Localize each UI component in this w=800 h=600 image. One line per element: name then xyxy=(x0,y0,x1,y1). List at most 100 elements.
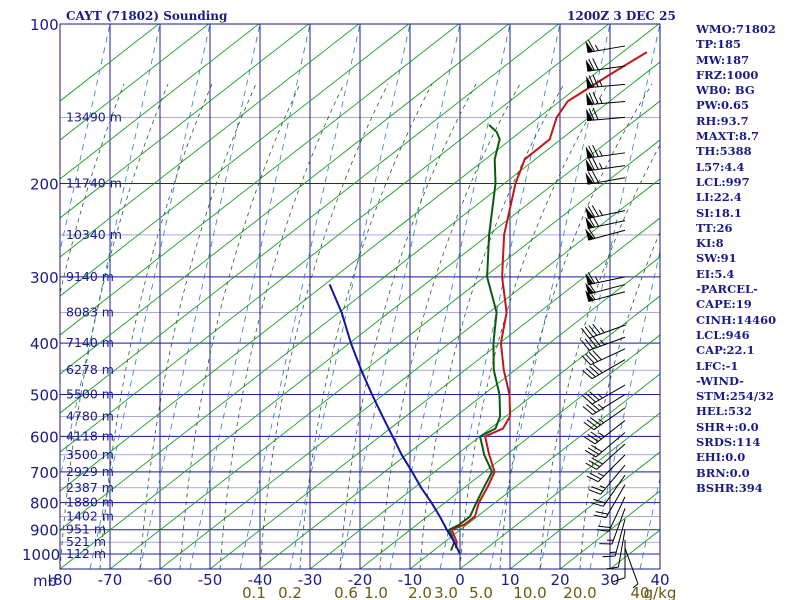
index-item: BRN:0.0 xyxy=(696,465,750,480)
index-item: PW:0.65 xyxy=(696,98,750,113)
index-item: LFC:-1 xyxy=(696,358,739,373)
mixing-ratio-line xyxy=(189,24,311,569)
chart-title: CAYT (71802) Sounding xyxy=(66,9,228,23)
index-item: TH:5388 xyxy=(696,144,752,159)
wind-barb xyxy=(624,548,639,589)
dry-adiabat xyxy=(60,24,210,141)
dry-adiabat xyxy=(409,373,660,569)
temperature-tick-label: -20 xyxy=(348,571,373,589)
dry-adiabat xyxy=(60,61,660,531)
wind-barb xyxy=(605,529,626,570)
wind-barb xyxy=(599,508,626,545)
temperature-tick-label: -60 xyxy=(148,571,173,589)
temperature-profile xyxy=(450,51,648,549)
pressure-tick-label: 300 xyxy=(30,269,59,287)
sounding-profiles xyxy=(328,51,648,555)
moist-adiabat xyxy=(379,83,521,569)
height-label: 5500 m xyxy=(66,386,114,401)
wind-barb xyxy=(586,454,626,483)
index-item: CAP:22.1 xyxy=(696,343,755,358)
pressure-unit-label: mb xyxy=(33,572,57,590)
pressure-tick-label: 100 xyxy=(30,16,59,34)
moist-adiabat xyxy=(219,83,345,569)
mixing-ratio-label: 5.0 xyxy=(469,584,493,600)
mixing-ratio-line xyxy=(139,24,261,569)
mixing-ratio-line xyxy=(89,24,211,569)
height-label: 4780 m xyxy=(66,408,114,423)
mixing-ratio-label: 2.0 xyxy=(408,584,432,600)
wind-barb xyxy=(593,484,626,519)
dry-adiabat xyxy=(60,100,660,569)
index-item: L57:4.4 xyxy=(696,159,745,174)
adiabat-lines xyxy=(0,24,660,569)
temperature-tick-label: 20 xyxy=(550,571,569,589)
chart-timestamp: 1200Z 3 DEC 25 xyxy=(567,9,676,23)
index-item: EI:5.4 xyxy=(696,266,735,281)
wind-barb xyxy=(602,519,626,558)
height-label: 1880 m xyxy=(66,495,114,510)
height-label: 521 m xyxy=(66,534,106,549)
wind-barb xyxy=(596,496,626,532)
dry-adiabat xyxy=(60,24,560,414)
temperature-tick-label: -30 xyxy=(298,571,323,589)
mixing-ratio-line xyxy=(0,24,10,569)
index-item: -PARCEL- xyxy=(696,282,758,297)
pressure-tick-label: 800 xyxy=(30,495,59,513)
mixing-ratio-line xyxy=(589,249,660,569)
temperature-tick-label: 0 xyxy=(455,571,465,589)
wind-barb xyxy=(584,420,626,445)
mixing-ratio-label: 40 xyxy=(630,584,649,600)
wind-barb xyxy=(582,359,626,380)
moist-adiabat xyxy=(179,83,301,569)
plot-border xyxy=(59,23,661,570)
index-item: MW:187 xyxy=(696,52,750,67)
mixing-ratio-label: 1.0 xyxy=(364,584,388,600)
moist-adiabat xyxy=(419,83,565,569)
wind-barb xyxy=(585,171,626,185)
moist-adiabat xyxy=(339,83,477,569)
height-label: 11740 m xyxy=(66,176,122,191)
dry-adiabat xyxy=(60,24,310,219)
height-label: 3500 m xyxy=(66,447,114,462)
moist-adiabat xyxy=(99,83,213,569)
wind-barb xyxy=(590,474,626,507)
temperature-tick-label: -40 xyxy=(248,571,273,589)
index-item: TT:26 xyxy=(696,220,733,235)
mixing-ratio-line xyxy=(339,24,461,569)
wind-barb xyxy=(585,272,626,286)
mixing-ratio-line xyxy=(439,24,561,569)
wind-barb xyxy=(582,394,626,416)
pressure-tick-label: 200 xyxy=(30,176,59,194)
plot-frame xyxy=(59,23,661,570)
pressure-tick-label: 600 xyxy=(30,428,59,446)
index-item: CINH:14460 xyxy=(696,312,777,327)
moist-adiabat xyxy=(499,83,653,569)
wind-barb xyxy=(585,145,626,159)
height-label: 112 m xyxy=(66,546,106,561)
height-label: 2929 m xyxy=(66,464,114,479)
index-item: SRDS:114 xyxy=(696,435,761,450)
dry-adiabat xyxy=(509,451,660,569)
wind-barb xyxy=(585,215,626,230)
pressure-tick-label: 1000 xyxy=(22,546,60,564)
mixing-ratio-unit-label: g/kg xyxy=(644,584,677,600)
mixing-ratio-line xyxy=(60,24,161,481)
moist-adiabat xyxy=(259,83,389,569)
wind-barb xyxy=(584,432,626,458)
pressure-tick-label: 700 xyxy=(30,464,59,482)
index-item: SI:18.1 xyxy=(696,205,742,220)
mixing-ratio-label: 0.6 xyxy=(334,584,358,600)
index-item: STM:254/32 xyxy=(696,389,775,404)
index-item: WMO:71802 xyxy=(696,22,776,36)
mixing-ratio-line xyxy=(289,24,411,569)
moist-adiabat xyxy=(539,144,660,569)
temperature-tick-label: -50 xyxy=(198,571,223,589)
index-item: LCL:997 xyxy=(696,174,750,189)
dry-adiabat xyxy=(459,412,660,569)
temperature-tick-label: -80 xyxy=(48,571,73,589)
pressure-tick-label: 900 xyxy=(30,522,59,540)
height-label: 9140 m xyxy=(66,269,114,284)
index-item: LI:22.4 xyxy=(696,190,742,205)
